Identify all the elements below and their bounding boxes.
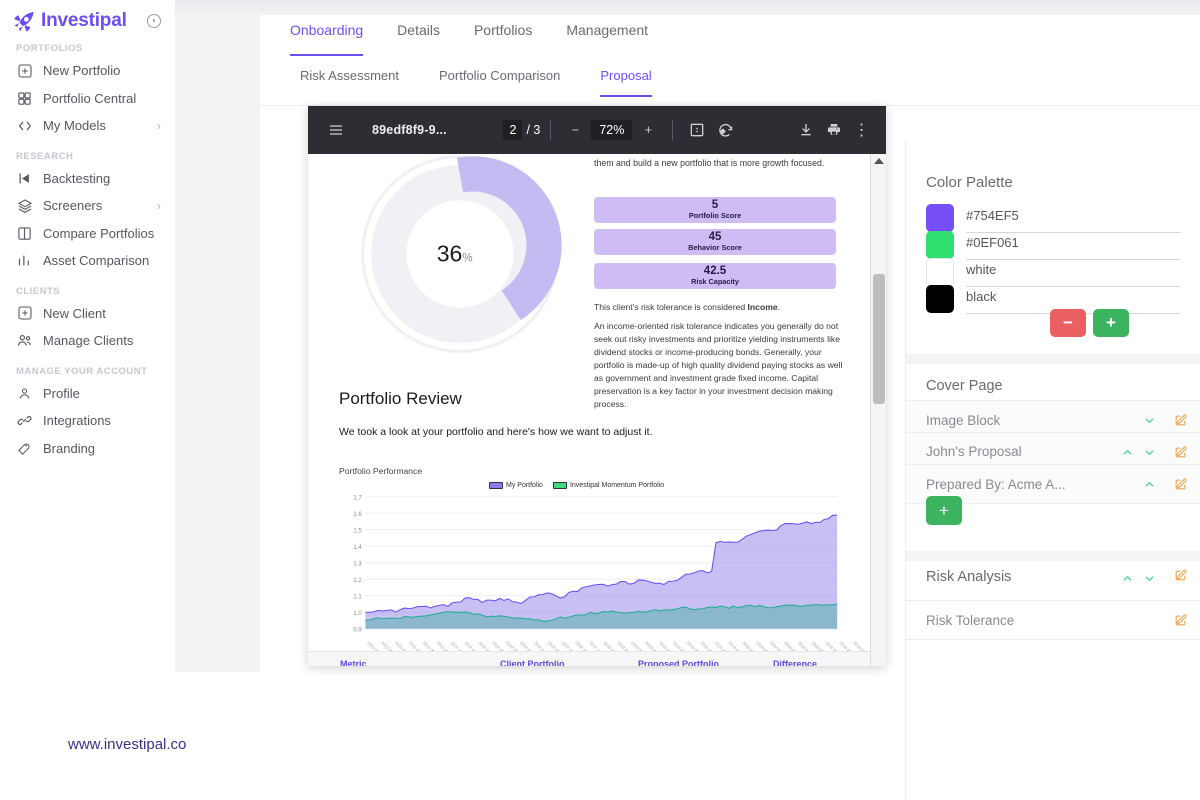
svg-text:1.6: 1.6 (353, 512, 362, 518)
svg-text:1.1: 1.1 (353, 595, 362, 601)
svg-text:1.4: 1.4 (353, 545, 362, 551)
svg-text:1.3: 1.3 (353, 562, 362, 568)
svg-text:1.0: 1.0 (353, 611, 362, 617)
svg-text:0.9: 0.9 (353, 628, 362, 634)
svg-text:1.5: 1.5 (353, 529, 362, 535)
svg-text:1.7: 1.7 (353, 496, 361, 502)
svg-text:1.2: 1.2 (353, 578, 361, 584)
